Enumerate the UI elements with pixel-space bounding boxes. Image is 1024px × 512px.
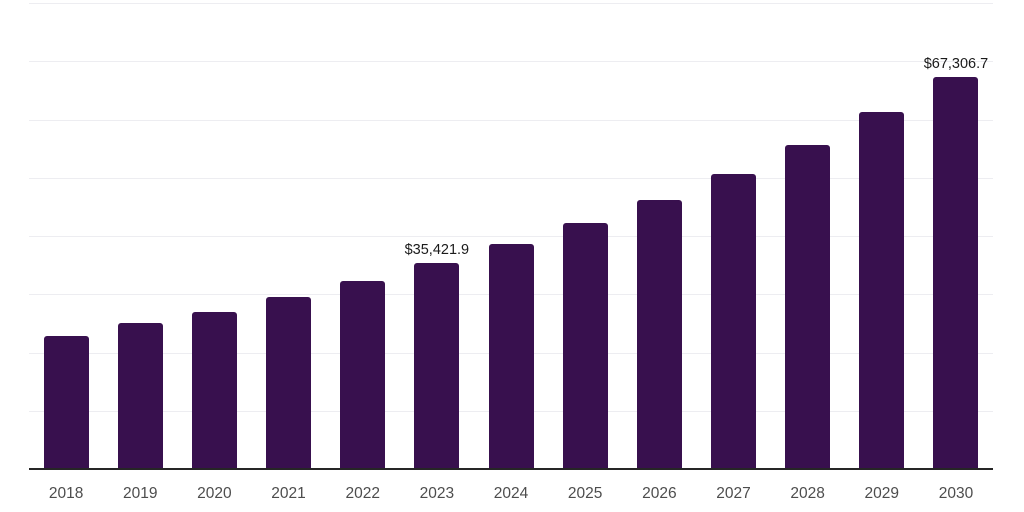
bar-column-2028 (771, 3, 845, 469)
bar-column-2026 (622, 3, 696, 469)
x-tick-label-2026: 2026 (642, 485, 677, 502)
x-tick-label-2030: 2030 (938, 485, 974, 502)
bar-columns: $35,421.9 $67,306.7 (29, 3, 993, 469)
x-axis-tick-labels: 2018 2019 2020 2021 2022 2023 2024 2025 2026 2027… (29, 485, 993, 503)
bar-2022[interactable] (340, 280, 386, 469)
bar-column-2023: $35,421.9 (400, 3, 474, 469)
bar-2029[interactable] (859, 111, 905, 469)
bar-column-2022 (326, 3, 400, 469)
x-axis-line (29, 468, 993, 470)
x-tick-label-2021: 2021 (271, 485, 306, 502)
x-tick-label-2023: 2023 (419, 485, 455, 502)
bar-column-2025 (548, 3, 622, 469)
bar-2025[interactable] (562, 222, 608, 469)
bar-2023[interactable] (414, 262, 460, 469)
x-tick-label-2018: 2018 (48, 485, 84, 502)
gridline-70000 (29, 61, 993, 63)
bar-2028[interactable] (785, 145, 831, 469)
bar-column-2020 (177, 3, 251, 469)
x-tick-label-2019: 2019 (122, 485, 158, 502)
bar-2020[interactable] (191, 311, 237, 469)
bar-column-2019 (103, 3, 177, 469)
bar-column-2027 (696, 3, 770, 469)
x-tick-label-2029: 2029 (864, 485, 900, 502)
bar-column-2018 (29, 3, 103, 469)
x-tick-label-2024: 2024 (493, 485, 529, 502)
plot-area: $35,421.9 $67,306.7 (29, 3, 993, 469)
x-tick-label-2028: 2028 (790, 485, 825, 502)
x-tick-label-2025: 2025 (567, 485, 603, 502)
gridline-40000 (29, 236, 993, 237)
x-tick-label-2027: 2027 (716, 485, 751, 502)
bar-2019[interactable] (117, 323, 163, 469)
bar-2021[interactable] (266, 296, 312, 469)
x-tick-label-2020: 2020 (197, 485, 232, 502)
gridline-80000 (29, 3, 993, 4)
bar-column-2024 (474, 3, 548, 469)
x-tick-label-2022: 2022 (345, 485, 380, 502)
bar-2024[interactable] (488, 243, 534, 469)
bar-2018[interactable] (43, 335, 89, 469)
bar-column-2029 (845, 3, 919, 469)
bar-column-2021 (251, 3, 325, 469)
data-label-2030: $67,306.7 (923, 55, 989, 72)
gridline-60000 (29, 119, 993, 121)
bar-2027[interactable] (710, 173, 756, 469)
bar-2030[interactable] (933, 76, 979, 469)
bar-2026[interactable] (636, 199, 682, 469)
gridline-50000 (29, 177, 993, 179)
data-label-2023: $35,421.9 (404, 241, 470, 258)
bar-column-2030: $67,306.7 (919, 3, 993, 469)
